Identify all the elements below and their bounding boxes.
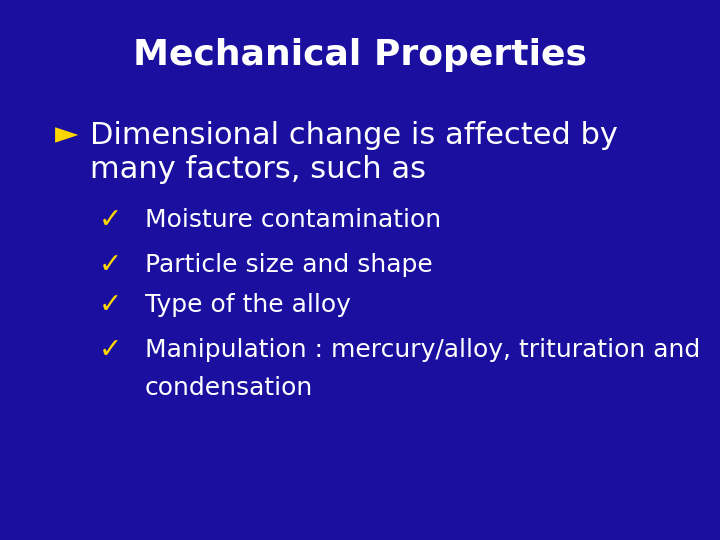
Text: Particle size and shape: Particle size and shape <box>145 253 433 277</box>
Text: ✓: ✓ <box>99 206 122 234</box>
Text: Dimensional change is affected by: Dimensional change is affected by <box>90 120 618 150</box>
Text: condensation: condensation <box>145 376 313 400</box>
Text: ✓: ✓ <box>99 291 122 319</box>
Text: many factors, such as: many factors, such as <box>90 156 426 185</box>
Text: ►: ► <box>55 120 78 150</box>
Text: Mechanical Properties: Mechanical Properties <box>133 38 587 72</box>
Text: Type of the alloy: Type of the alloy <box>145 293 351 317</box>
Text: ✓: ✓ <box>99 336 122 364</box>
Text: ✓: ✓ <box>99 251 122 279</box>
Text: Moisture contamination: Moisture contamination <box>145 208 441 232</box>
Text: Manipulation : mercury/alloy, trituration and: Manipulation : mercury/alloy, trituratio… <box>145 338 701 362</box>
